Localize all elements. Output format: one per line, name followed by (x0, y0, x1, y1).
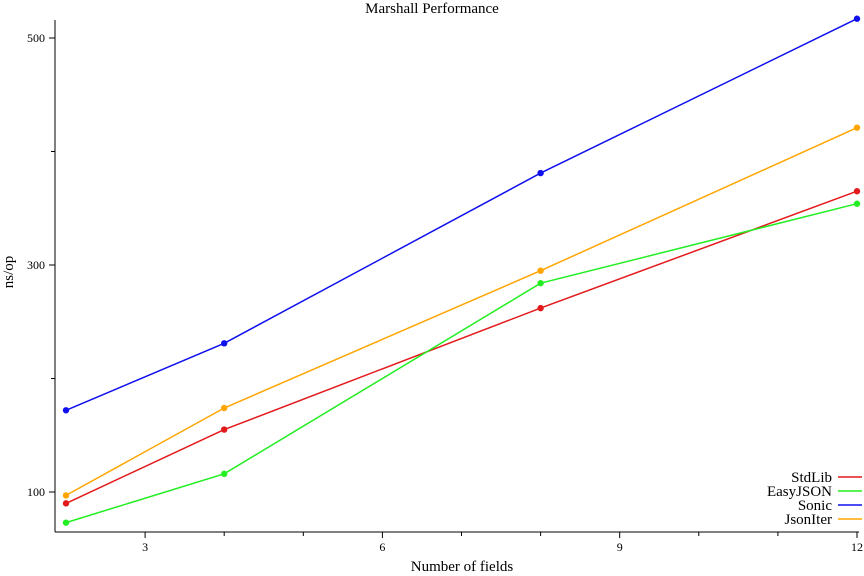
series-line-easyjson (65, 202, 858, 524)
legend-label: EasyJSON (767, 484, 832, 500)
data-point-easyjson (62, 519, 70, 526)
x-tick-label: 12 (851, 540, 863, 554)
y-tick-label: 500 (27, 31, 45, 45)
y-tick-label: 300 (27, 258, 45, 272)
data-point-easyjson (221, 470, 228, 478)
legend-label: Sonic (798, 498, 833, 514)
data-point-sonic (537, 169, 544, 177)
series-line-stdlib (65, 190, 858, 505)
series-group (62, 15, 861, 526)
data-point-jsoniter (221, 404, 228, 412)
x-axis-label: Number of fields (411, 559, 514, 575)
series-line-sonic (65, 18, 858, 411)
data-point-stdlib (62, 500, 70, 507)
data-point-easyjson (853, 200, 861, 207)
x-tick-label: 9 (617, 540, 623, 554)
data-point-sonic (853, 15, 861, 22)
data-point-easyjson (537, 279, 544, 287)
legend-label: StdLib (791, 470, 832, 486)
y-tick-label: 100 (27, 485, 45, 499)
data-point-stdlib (221, 426, 228, 433)
x-tick-label: 6 (379, 540, 385, 554)
axis-ticks: 3 6 9 12 100 300 500 (27, 31, 863, 554)
legend-label: JsonIter (785, 512, 833, 528)
data-point-jsoniter (62, 492, 70, 499)
data-point-stdlib (537, 304, 544, 312)
data-point-jsoniter (537, 267, 544, 274)
x-tick-label: 3 (142, 540, 148, 554)
data-point-jsoniter (853, 124, 861, 131)
data-point-stdlib (853, 188, 861, 195)
data-point-sonic (62, 407, 70, 414)
y-axis-label: ns/op (1, 256, 17, 289)
data-point-sonic (221, 340, 228, 347)
series-line-jsoniter (65, 127, 858, 497)
chart-title: Marshall Performance (365, 1, 499, 17)
